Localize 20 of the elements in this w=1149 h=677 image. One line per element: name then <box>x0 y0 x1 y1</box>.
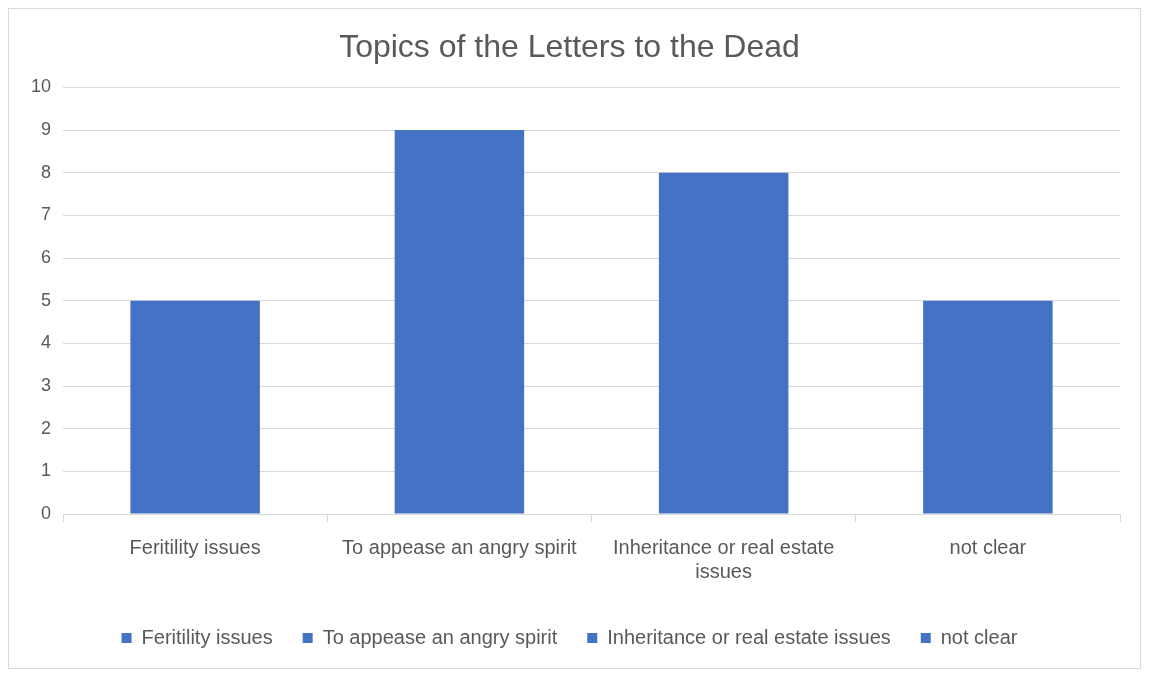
y-tick-label: 0 <box>41 502 52 523</box>
legend-label: not clear <box>940 625 1018 648</box>
y-tick-label: 2 <box>41 417 52 438</box>
y-tick-label: 9 <box>41 119 52 140</box>
x-tick-label: To appease an angry spirit <box>342 535 578 558</box>
chart-title: Topics of the Letters to the Dead <box>339 28 800 65</box>
y-tick-label: 8 <box>41 161 52 182</box>
x-tick-label: Inheritance or real estate issues <box>613 535 835 582</box>
y-tick-label: 4 <box>41 332 52 353</box>
legend-label: To appease an angry spirit <box>322 625 558 648</box>
y-tick-label: 5 <box>41 289 52 310</box>
y-tick-label: 10 <box>30 76 52 97</box>
y-tick-label: 6 <box>41 247 52 268</box>
legend-label: Feritility issues <box>141 625 273 648</box>
y-tick-label: 7 <box>41 204 52 225</box>
y-tick-label: 3 <box>41 374 52 395</box>
legend-label: Inheritance or real estate issues <box>607 625 891 648</box>
x-tick-label: Feritility issues <box>129 535 261 558</box>
x-tick-label: not clear <box>949 535 1027 558</box>
y-tick-label: 1 <box>41 460 52 481</box>
